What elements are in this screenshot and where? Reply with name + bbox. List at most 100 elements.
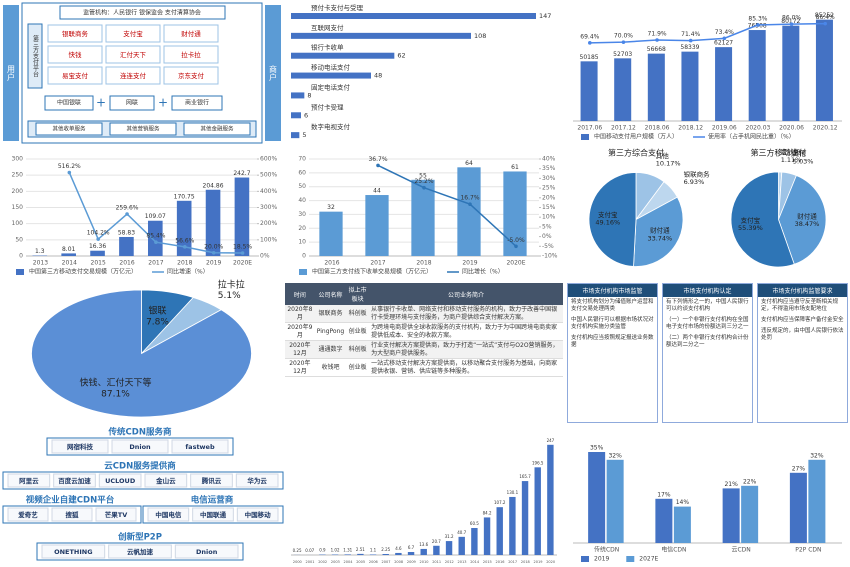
bar bbox=[457, 167, 481, 256]
x-tick-label: 2018 bbox=[416, 260, 431, 267]
cdn-logo-box bbox=[98, 473, 142, 488]
clearing: 网联 bbox=[126, 99, 138, 107]
x-tick-label: 2020E bbox=[506, 260, 525, 267]
value-label: 147 bbox=[539, 12, 551, 20]
legend-label: 中国第三方支付线下收单交易规模（万亿元） bbox=[312, 268, 432, 276]
x-tick-label: 2020.03 bbox=[746, 125, 771, 132]
x-tick-label: 2001 bbox=[306, 560, 315, 564]
legend-label: 同比增速（%） bbox=[167, 268, 209, 276]
x-tick-label: 2010 bbox=[420, 560, 429, 564]
line-point bbox=[422, 185, 426, 190]
cdn-member: 中国联通 bbox=[200, 510, 227, 519]
bar bbox=[521, 481, 529, 555]
y2-tick-label: 10% bbox=[542, 214, 556, 221]
x-tick-label: 2019 bbox=[534, 560, 543, 564]
panel-item: （一）一个非银行支付机构在全国电子支付市场的份额达到三分之一 bbox=[666, 317, 749, 330]
bar-value-label: 27% bbox=[792, 465, 806, 472]
bar-value-label: 0.9 bbox=[319, 548, 326, 553]
bar bbox=[407, 552, 415, 555]
y-tick-label: 50 bbox=[15, 236, 23, 243]
cdn-logo-box bbox=[51, 439, 109, 454]
legend-label: 中国移动支付用户规模（万人） bbox=[594, 133, 678, 141]
legend-swatch bbox=[581, 134, 589, 140]
bar bbox=[344, 554, 351, 555]
cdn-member: 腾讯云 bbox=[201, 476, 222, 485]
y2-tick-label: 400% bbox=[260, 188, 277, 195]
cdn-logo-box bbox=[7, 473, 51, 488]
institution-box bbox=[163, 24, 219, 43]
clearing-2 bbox=[109, 95, 155, 111]
x-tick-label: P2P CDN bbox=[795, 547, 821, 554]
panel-item: （二）两个非银行支付机构合计份额达到二分之一 bbox=[666, 335, 749, 348]
cdn-member: 芒果TV bbox=[105, 510, 127, 519]
cdn-member: Dnion bbox=[129, 443, 151, 451]
y-tick-label: 0 bbox=[19, 253, 23, 260]
line-value-label: -5.0% bbox=[507, 237, 525, 244]
bar-value-label: 2.51 bbox=[356, 547, 365, 552]
bar-value-label: 61 bbox=[511, 164, 519, 171]
service-box bbox=[183, 122, 251, 136]
line-value-label: 71.9% bbox=[648, 31, 667, 38]
y-tick-label: 200 bbox=[12, 188, 24, 195]
bar-value-label: 80172 bbox=[781, 18, 800, 25]
pie-value-label: 33.74% bbox=[647, 234, 672, 242]
bar-value-label: 32% bbox=[608, 452, 622, 459]
pie-value-label: 1.11% bbox=[781, 156, 802, 164]
cdn-logo-box bbox=[144, 473, 188, 488]
cdn-group-title: 创新型P2P bbox=[117, 532, 162, 543]
cdn-logo-box bbox=[192, 507, 234, 522]
line-point bbox=[125, 212, 129, 216]
bar bbox=[588, 452, 606, 543]
bar-value-label: 13.6 bbox=[419, 542, 428, 547]
bar bbox=[319, 211, 343, 256]
institution-box bbox=[105, 45, 161, 64]
table-row: 2020年12月 收钱吧 创业板 一站式移动支付解决方案提供商，以移动聚合支付服务为基… bbox=[285, 358, 563, 377]
panel-title: 市场支付机构市场监管 bbox=[568, 284, 657, 297]
x-tick-label: 2013 bbox=[458, 560, 467, 564]
institution-box bbox=[105, 66, 161, 85]
x-tick-label: 2014 bbox=[62, 260, 77, 267]
bar bbox=[90, 250, 105, 256]
header-cell: 公司名称 bbox=[314, 283, 347, 305]
bank-box bbox=[171, 95, 223, 111]
bar-value-label: 44 bbox=[373, 188, 381, 195]
pie-value-label: 38.47% bbox=[795, 220, 820, 228]
y-tick-label: 50 bbox=[298, 183, 306, 190]
bar bbox=[291, 72, 371, 79]
pie-value-label: 5.03% bbox=[793, 158, 814, 166]
x-tick-label: 2017.12 bbox=[611, 125, 636, 132]
line-value-label: 104.2% bbox=[87, 230, 110, 237]
panel: 市场支付机构认定 有下列情形之一的，中国人民银行可以约谈支付机构 （一）一个非银行支… bbox=[662, 283, 753, 423]
y2-tick-label: 30% bbox=[542, 175, 556, 182]
bar-value-label: 130.1 bbox=[507, 490, 519, 495]
x-tick-label: 电信CDN bbox=[661, 546, 686, 554]
cdn-group-title: 视频企业自建CDN平台 bbox=[26, 495, 115, 506]
cdn-member: 华为云 bbox=[247, 476, 267, 485]
x-tick-label: 2017 bbox=[508, 560, 517, 564]
pie-category-label: 快钱、汇付天下等 bbox=[79, 377, 151, 389]
bar-value-label: 0.25 bbox=[293, 548, 302, 553]
pie-category-label: 支付宝 bbox=[741, 215, 761, 224]
x-tick-label: 2006 bbox=[369, 560, 378, 564]
bar-value-label: 1.3 bbox=[35, 248, 45, 255]
x-tick-label: 2008 bbox=[394, 560, 403, 564]
bar bbox=[471, 528, 478, 555]
y2-tick-label: 25% bbox=[542, 185, 556, 192]
x-tick-label: 2012 bbox=[445, 560, 454, 564]
bar-value-label: 56668 bbox=[647, 46, 666, 53]
bar bbox=[741, 485, 759, 543]
x-tick-label: 2005 bbox=[356, 560, 365, 564]
bar-value-label: 109.07 bbox=[145, 213, 166, 220]
bar-value-label: 50185 bbox=[580, 54, 599, 61]
cdn-logo-box bbox=[236, 507, 279, 522]
y-tick-label: 40 bbox=[298, 197, 306, 204]
bar bbox=[647, 53, 665, 121]
header-row: 时间 公司名称 拟上市板块 公司业务简介 bbox=[285, 283, 563, 305]
cdn-member: fastweb bbox=[185, 443, 215, 451]
clearing: 中国银联 bbox=[57, 99, 81, 107]
y2-tick-label: -10% bbox=[542, 253, 558, 260]
ipo-table-box: 时间 公司名称 拟上市板块 公司业务简介 2020年8月 银联商务 科创板 从事银行卡收单、网… bbox=[285, 283, 563, 423]
line-point bbox=[96, 237, 100, 241]
pie-value-label: 55.39% bbox=[738, 224, 763, 232]
